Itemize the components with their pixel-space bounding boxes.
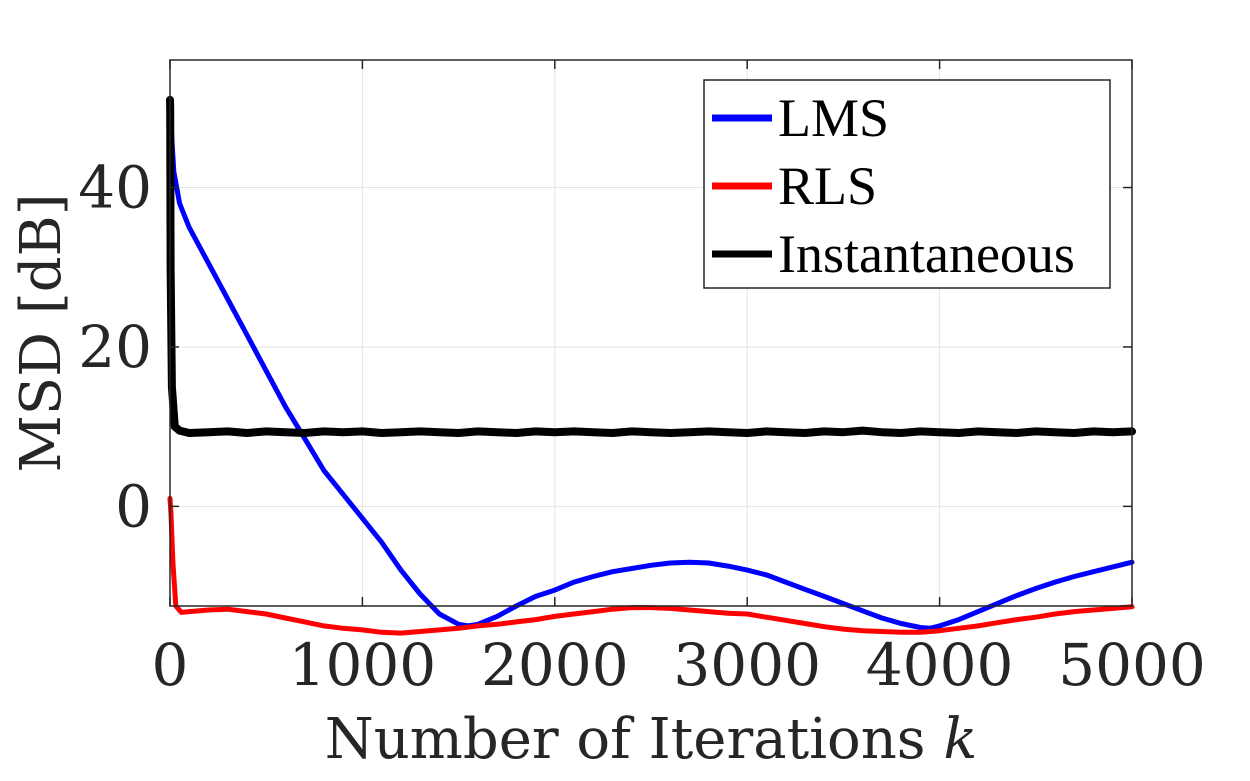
x-tick-label: 1000 — [289, 631, 437, 699]
y-tick-label: 40 — [78, 154, 152, 222]
legend-label-instantaneous: Instantaneous — [778, 224, 1075, 284]
tick-labels: 0 1000 2000 3000 4000 5000 0 20 40 — [78, 154, 1206, 699]
legend: LMS RLS Instantaneous — [703, 79, 1111, 289]
y-axis-label: MSD [dB] — [9, 193, 74, 472]
plot-frame — [169, 59, 1133, 607]
series-line-rls — [167, 495, 1135, 636]
series-layer — [166, 95, 1136, 636]
y-tick-label: 0 — [115, 472, 152, 540]
legend-label-lms: LMS — [778, 88, 889, 148]
y-tick-label: 20 — [78, 313, 152, 381]
x-axis-label: Number of Iterations k — [325, 707, 978, 772]
x-tick-label: 5000 — [1058, 631, 1206, 699]
x-axis-label-text: Number of Iterations — [325, 707, 926, 772]
x-tick-label: 2000 — [481, 631, 629, 699]
series-line-instantaneous — [166, 95, 1136, 437]
x-tick-label: 0 — [152, 631, 189, 699]
x-axis-label-variable: k — [943, 707, 977, 772]
axis-ticks — [169, 60, 1133, 606]
legend-label-rls: RLS — [778, 156, 877, 216]
x-tick-label: 4000 — [866, 631, 1014, 699]
x-tick-label: 3000 — [673, 631, 821, 699]
series-line-lms — [167, 105, 1135, 631]
